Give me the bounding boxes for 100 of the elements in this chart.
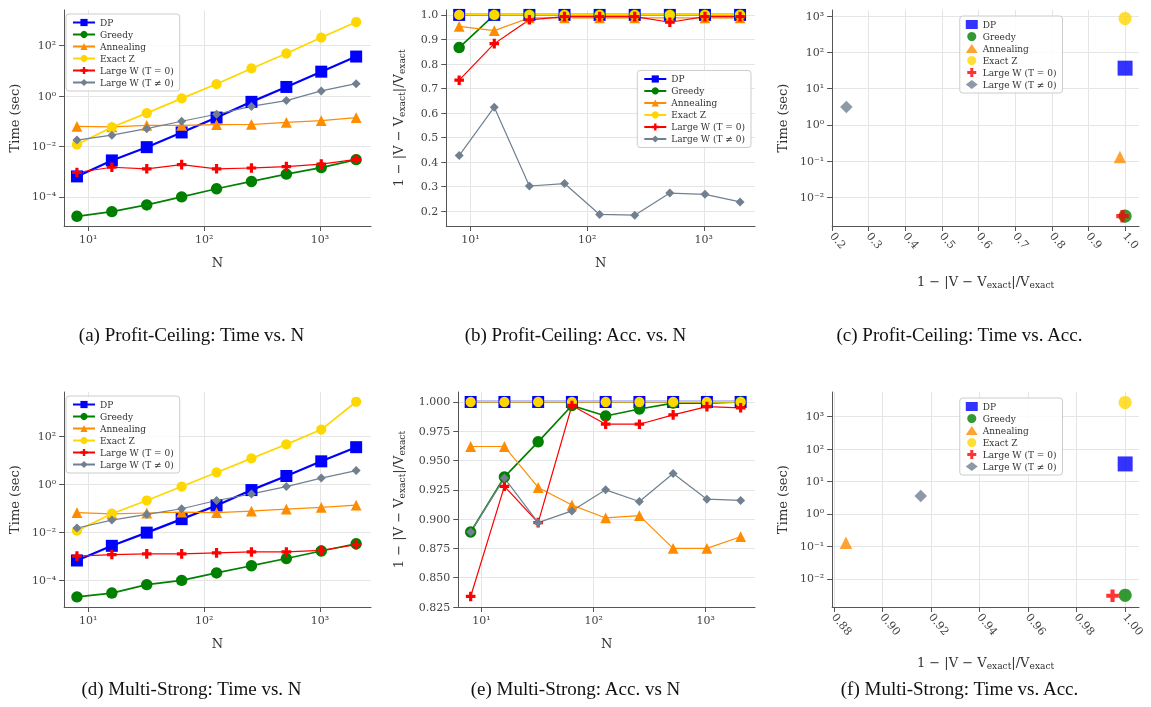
text: (c) Profit-Ceiling: Time vs. Acc. — [836, 324, 1083, 346]
y-tick-label: 10² — [805, 46, 825, 60]
y-tick-label: 10⁻² — [799, 572, 825, 586]
x-tick-label: 0.6 — [973, 229, 995, 252]
text: (f) Multi-Strong: Time vs. Acc. — [840, 678, 1079, 700]
legend-label: Large W (T = 0) — [982, 449, 1057, 460]
legend-label: Large W (T ≠ 0) — [100, 77, 174, 88]
legend-label: DP — [671, 73, 685, 84]
y-tick-label: 0.875 — [418, 541, 451, 555]
x-tick-label: 0.8 — [1046, 229, 1069, 252]
legend-label: Greedy — [982, 413, 1017, 424]
x-tick-label: 0.2 — [827, 229, 849, 252]
legend-label: Greedy — [100, 411, 134, 422]
y-tick-label: 10² — [37, 39, 57, 53]
x-tick-label: 0.9 — [1083, 229, 1105, 252]
x-tick-label: 0.5 — [937, 229, 959, 252]
y-tick-label: 0.4 — [420, 155, 439, 169]
y-tick-label: 10² — [37, 429, 57, 443]
y-tick-label: 10¹ — [805, 475, 825, 489]
x-tick-label: 10³ — [310, 614, 330, 627]
legend-label: DP — [982, 19, 997, 30]
y-tick-label: 10³ — [805, 410, 825, 424]
x-tick-label: 10¹ — [78, 233, 98, 246]
x-tick-label: 10² — [584, 614, 603, 627]
y-tick-label: 10⁻¹ — [799, 539, 825, 553]
y-axis-title: Time (sec) — [7, 465, 22, 534]
legend-label: Large W (T = 0) — [100, 447, 174, 458]
x-axis-title: N — [600, 636, 613, 651]
x-tick-label: 10¹ — [472, 614, 491, 627]
legend-label: Greedy — [671, 85, 706, 96]
legend-label: Large W (T = 0) — [100, 65, 174, 76]
y-tick-label: 10⁰ — [37, 89, 57, 103]
y-tick-label: 0.825 — [418, 600, 451, 614]
text: (b) Profit-Ceiling: Acc. vs. N — [464, 324, 687, 346]
legend-label: Large W (T ≠ 0) — [982, 79, 1057, 90]
y-tick-label: 0.3 — [420, 180, 439, 194]
y-tick-label: 0.6 — [420, 106, 439, 120]
x-tick-label: 10³ — [696, 614, 715, 627]
text: (e) Multi-Strong: Acc. vs N — [470, 678, 681, 700]
x-tick-label: 10² — [194, 614, 214, 627]
y-axis-title: 1 − |V − Vexact|/Vexact — [391, 430, 407, 569]
y-tick-label: 10⁰ — [805, 118, 825, 132]
y-tick-label: 10⁻² — [799, 190, 825, 204]
y-tick-label: 0.950 — [418, 454, 451, 468]
y-axis-title: Time (sec) — [7, 83, 22, 153]
legend-label: Greedy — [982, 31, 1017, 42]
y-axis-title: Time (sec) — [775, 83, 790, 153]
x-tick-label: 1.0 — [1120, 229, 1142, 252]
legend-label: Greedy — [100, 29, 134, 40]
legend-label: Annealing — [981, 43, 1030, 54]
y-tick-label: 10¹ — [805, 82, 825, 96]
y-axis-title: Time (sec) — [775, 465, 790, 534]
y-tick-label: 10² — [805, 442, 825, 456]
y-tick-label: 0.975 — [418, 424, 451, 438]
y-tick-label: 10³ — [805, 9, 825, 23]
x-tick-label: 10¹ — [78, 614, 98, 627]
x-tick-label: 10² — [577, 233, 597, 246]
y-tick-label: 0.2 — [420, 204, 439, 218]
legend-label: Exact Z — [671, 109, 707, 120]
text: (a) Profit-Ceiling: Time vs. N — [78, 324, 305, 346]
x-tick-label: 10¹ — [461, 233, 480, 246]
legend-label: Exact Z — [100, 53, 135, 64]
text: (d) Multi-Strong: Time vs. N — [81, 678, 302, 700]
y-tick-label: 0.850 — [418, 571, 451, 585]
legend-label: Large W (T ≠ 0) — [671, 133, 745, 144]
y-tick-label: 10⁻⁴ — [31, 190, 57, 204]
legend-label: Annealing — [99, 41, 147, 52]
legend-label: DP — [100, 17, 114, 28]
y-tick-label: 10⁰ — [805, 507, 825, 521]
y-axis-title: 1 − |V − Vexact|/Vexact — [391, 49, 407, 187]
x-tick-label: 0.7 — [1010, 229, 1032, 252]
x-tick-label: 10² — [194, 233, 214, 246]
y-tick-label: 0.5 — [420, 131, 439, 145]
legend-label: DP — [100, 399, 114, 410]
x-tick-label: 0.3 — [863, 229, 885, 252]
y-tick-label: 1.0 — [420, 8, 439, 22]
y-tick-label: 0.925 — [418, 483, 451, 497]
x-axis-title: N — [594, 255, 607, 270]
x-tick-label: 0.4 — [900, 229, 922, 252]
legend-label: Annealing — [99, 423, 147, 434]
legend-label: DP — [982, 401, 997, 412]
legend-label: Exact Z — [982, 55, 1018, 66]
y-tick-label: 10⁰ — [37, 477, 57, 491]
legend-label: Large W (T ≠ 0) — [100, 459, 174, 470]
legend-label: Annealing — [981, 425, 1030, 436]
x-axis-title: N — [211, 636, 224, 651]
y-tick-label: 10⁻⁴ — [31, 573, 57, 587]
y-tick-label: 0.8 — [420, 57, 439, 71]
x-axis-title: N — [211, 255, 224, 270]
y-tick-label: 0.7 — [420, 82, 439, 96]
y-tick-label: 1.000 — [418, 395, 451, 409]
legend-label: Exact Z — [100, 435, 135, 446]
y-tick-label: 10⁻² — [31, 525, 57, 539]
y-tick-label: 0.900 — [418, 512, 451, 526]
legend-label: Annealing — [670, 97, 718, 108]
x-tick-label: 10³ — [694, 233, 713, 246]
legend-label: Large W (T = 0) — [671, 121, 745, 132]
legend-label: Large W (T ≠ 0) — [982, 461, 1057, 472]
y-tick-label: 10⁻¹ — [799, 154, 825, 168]
legend-label: Large W (T = 0) — [982, 67, 1057, 78]
